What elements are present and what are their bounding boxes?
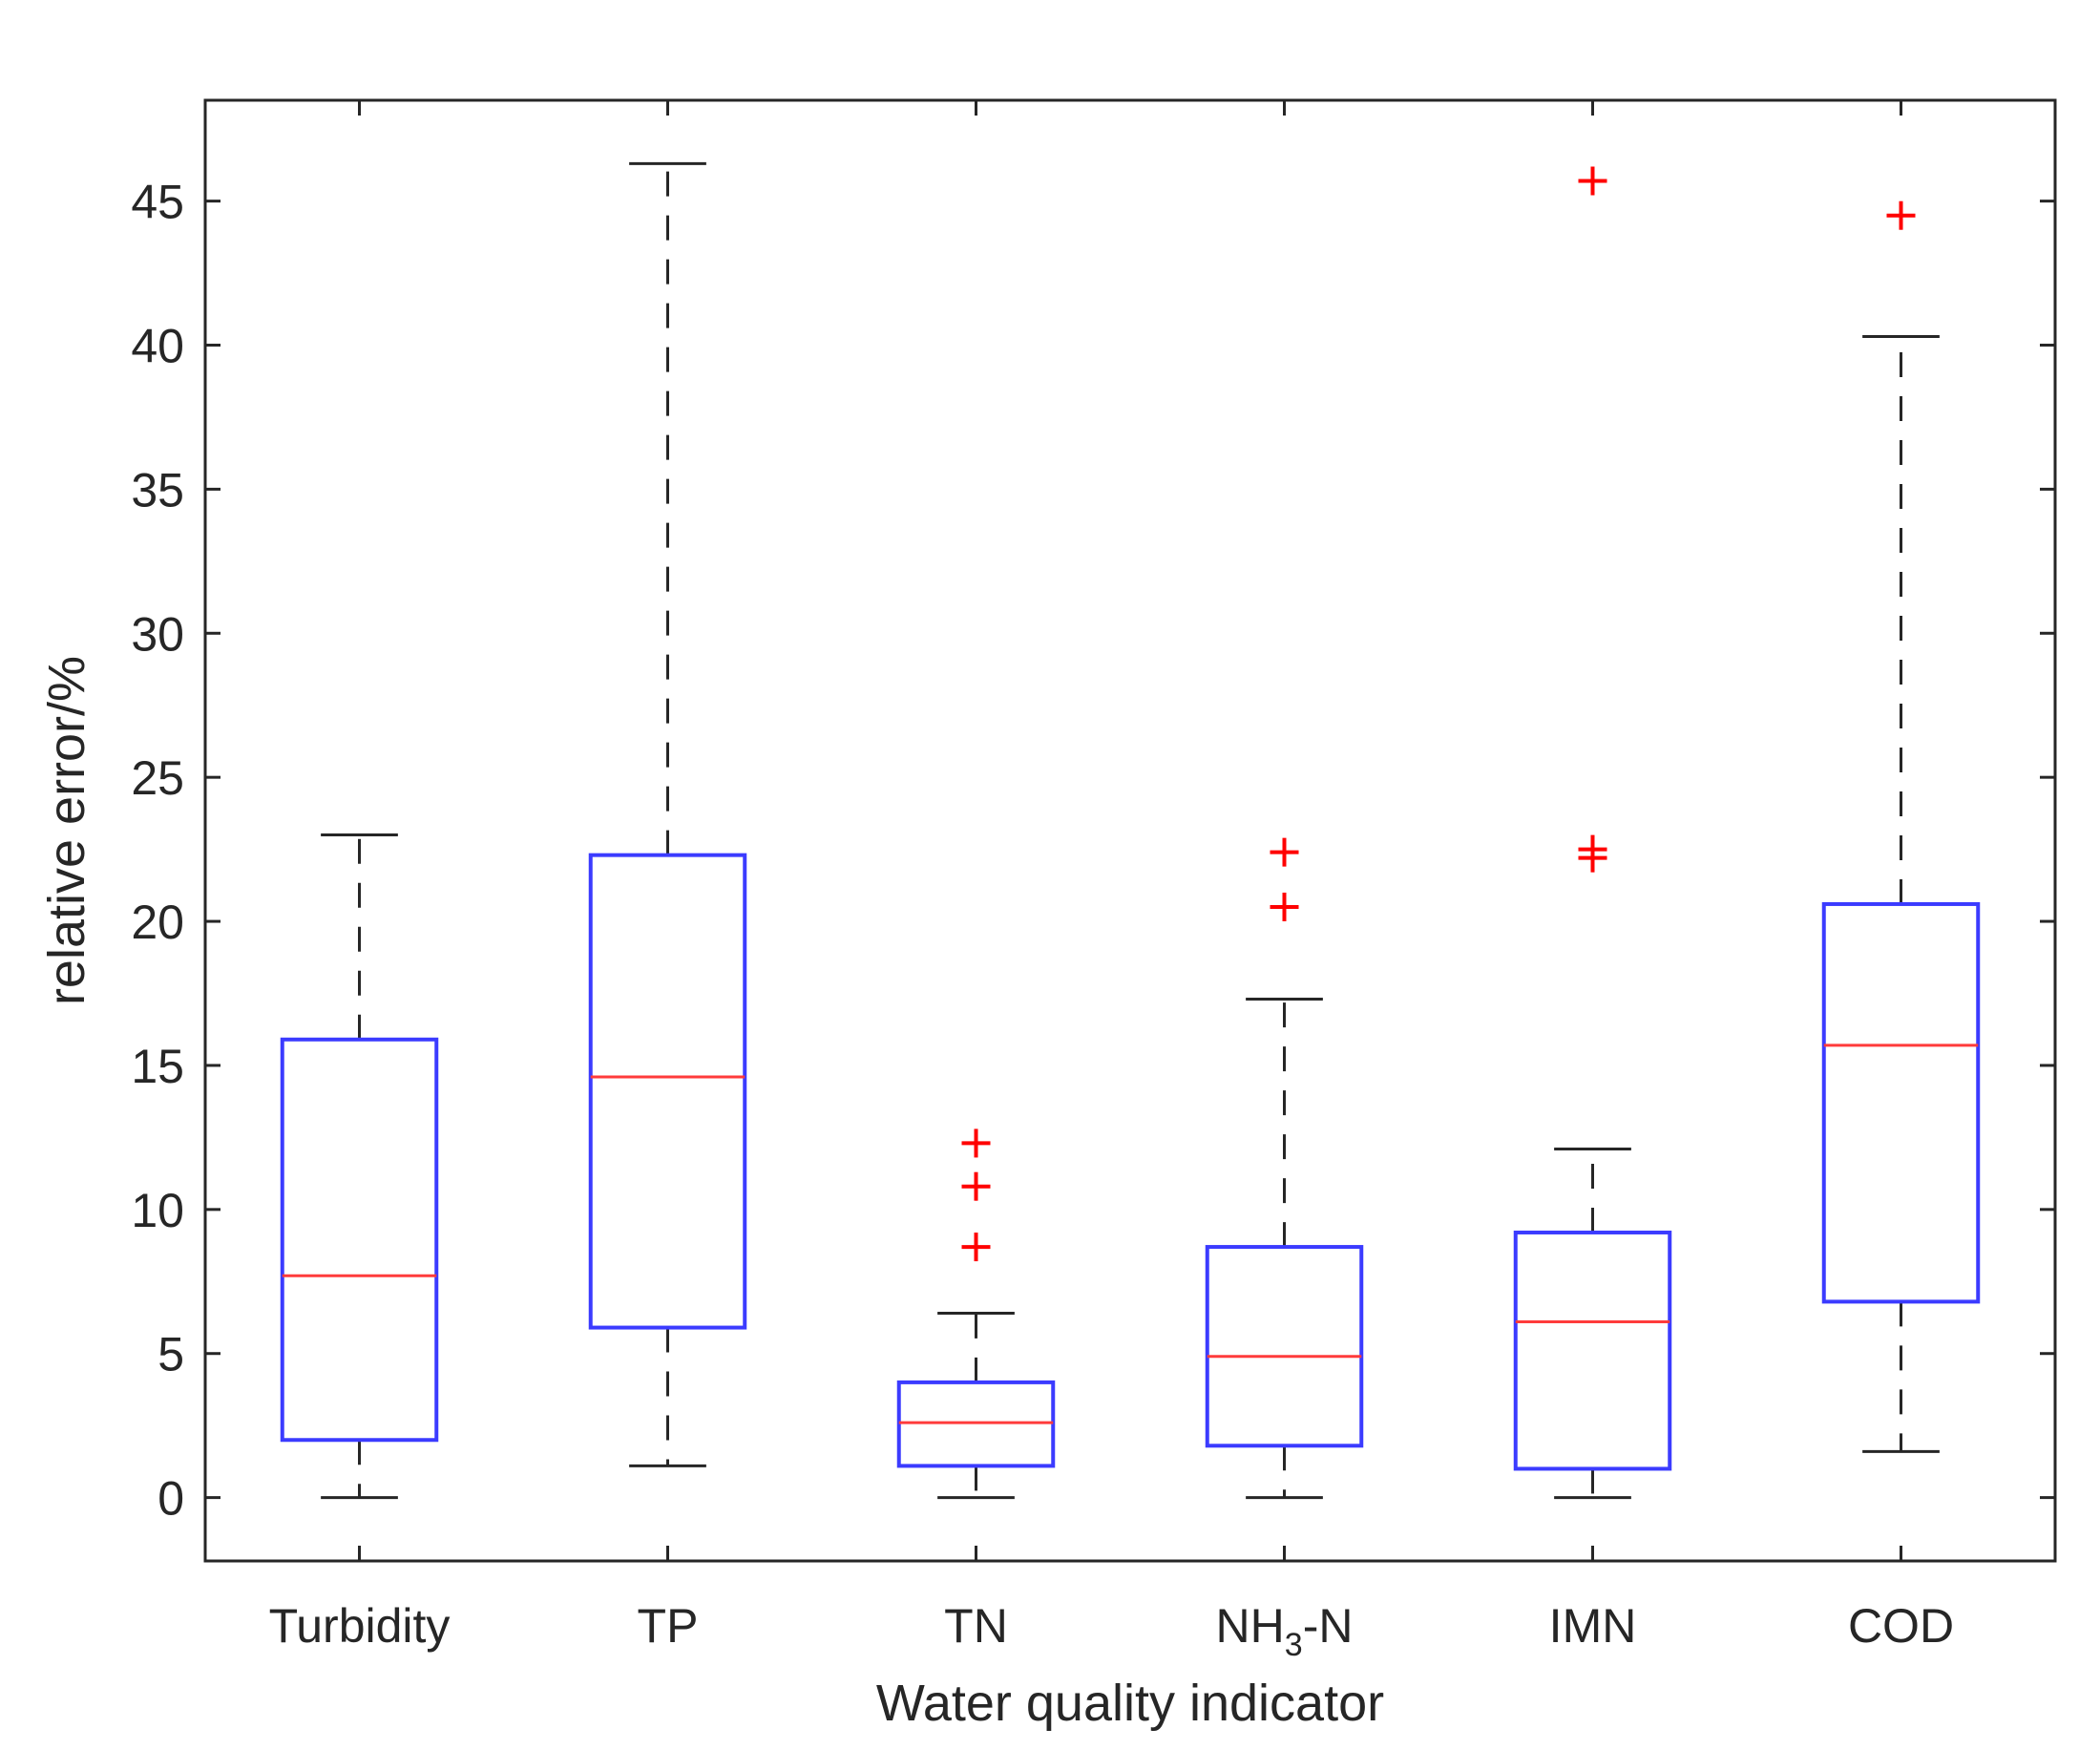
iqr-box xyxy=(588,853,747,1330)
x-category-label: TN xyxy=(944,1599,1008,1653)
box-tn xyxy=(896,1128,1056,1500)
x-axis: Turbidity TP TN NH3-N IMN COD xyxy=(269,100,1954,1663)
outlier-marker xyxy=(961,1233,991,1262)
outlier-marker xyxy=(1270,892,1299,921)
x-category-label: Turbidity xyxy=(269,1599,451,1653)
x-category-label-subscript: 3 xyxy=(1285,1627,1303,1663)
outlier-marker xyxy=(1578,166,1607,196)
iqr-box xyxy=(1205,1245,1364,1448)
y-axis-label: relative error/% xyxy=(38,656,95,1005)
x-category-label-main: COD xyxy=(1848,1599,1954,1653)
iqr-box xyxy=(280,1037,439,1443)
outlier-marker xyxy=(1578,834,1607,864)
outlier-marker xyxy=(1886,200,1916,230)
y-tick-label: 45 xyxy=(131,176,184,229)
y-tick-label: 20 xyxy=(131,896,184,949)
y-tick-label: 0 xyxy=(158,1472,184,1526)
x-category-label-suffix: -N xyxy=(1303,1599,1354,1653)
x-category-label: COD xyxy=(1848,1599,1954,1653)
box-turbidity xyxy=(280,833,439,1500)
outlier-marker xyxy=(961,1128,991,1158)
y-tick-label: 40 xyxy=(131,320,184,373)
box-imn xyxy=(1513,166,1672,1500)
x-category-label-main: IMN xyxy=(1549,1599,1637,1653)
iqr-box xyxy=(896,1380,1056,1468)
plot-area-frame xyxy=(203,98,2057,1563)
box-tp xyxy=(588,161,747,1467)
y-tick-label: 5 xyxy=(158,1328,184,1381)
x-category-label-main: NH xyxy=(1216,1599,1285,1653)
y-tick-label: 35 xyxy=(131,463,184,517)
box-nh xyxy=(1205,837,1364,1500)
y-tick-label: 15 xyxy=(131,1040,184,1093)
y-tick-label: 25 xyxy=(131,751,184,805)
iqr-box xyxy=(1513,1230,1672,1471)
boxes-group xyxy=(280,161,1981,1500)
y-axis: 0 5 10 15 20 25 30 35 40 45 xyxy=(131,176,2055,1526)
x-category-label: IMN xyxy=(1549,1599,1637,1653)
x-category-label: NH3-N xyxy=(1216,1599,1354,1663)
outlier-marker xyxy=(961,1171,991,1201)
x-category-label: TP xyxy=(638,1599,699,1653)
box-cod xyxy=(1821,200,1981,1453)
x-category-label-main: TN xyxy=(944,1599,1008,1653)
x-category-label-main: Turbidity xyxy=(269,1599,451,1653)
y-tick-label: 10 xyxy=(131,1184,184,1237)
x-category-label-main: TP xyxy=(638,1599,699,1653)
y-tick-label: 30 xyxy=(131,607,184,661)
iqr-box xyxy=(1821,901,1981,1304)
outlier-marker xyxy=(1270,837,1299,867)
x-axis-label: Water quality indicator xyxy=(876,1675,1384,1732)
